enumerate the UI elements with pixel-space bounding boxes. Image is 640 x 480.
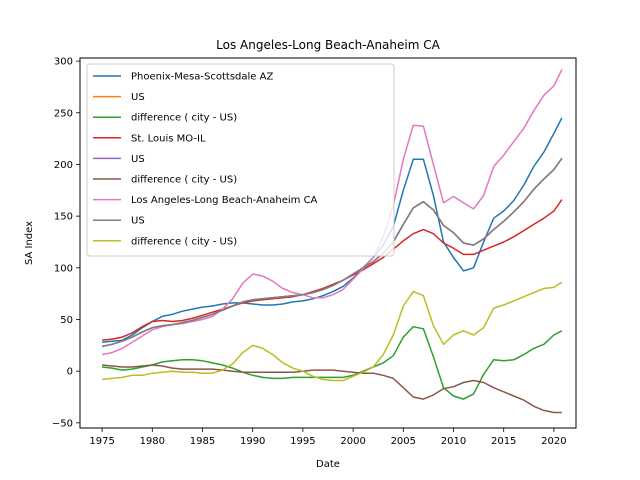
legend-label-4: US <box>131 154 145 165</box>
y-tick-label: −50 <box>52 418 73 429</box>
legend: Phoenix-Mesa-Scottsdale AZ US difference (… <box>86 63 395 257</box>
y-axis: −50 0 50 100 150 200 250 300 <box>52 57 80 429</box>
y-axis-label: SA Index <box>24 221 35 265</box>
y-tick-label: 0 <box>67 367 73 378</box>
y-tick-label: 50 <box>60 315 73 326</box>
x-tick-label: 2015 <box>491 436 516 447</box>
y-tick-label: 150 <box>54 212 73 223</box>
series-line-8 <box>102 281 563 382</box>
plot-frame <box>79 57 577 429</box>
x-axis: 1975 1980 1985 1990 1995 2000 2005 2010 2015 2020 <box>89 428 567 447</box>
plot-lines <box>101 69 563 414</box>
series-line-0 <box>102 117 563 343</box>
x-tick-label: 2005 <box>391 436 416 447</box>
series-line-3 <box>102 199 563 341</box>
x-tick-label: 1975 <box>89 436 114 447</box>
x-tick-label: 1980 <box>140 436 165 447</box>
x-axis-label: Date <box>316 459 340 470</box>
series-line-7 <box>101 157 563 348</box>
legend-label-7: US <box>131 216 145 227</box>
legend-box <box>86 63 395 257</box>
y-tick-label: 250 <box>54 108 73 119</box>
legend-label-0: Phoenix-Mesa-Scottsdale AZ <box>131 72 273 83</box>
legend-label-8: difference ( city - US) <box>131 236 237 247</box>
y-tick-label: 300 <box>54 57 73 68</box>
legend-label-3: St. Louis MO-IL <box>131 133 206 144</box>
x-tick-label: 1995 <box>290 436 315 447</box>
series-line-2 <box>102 325 563 400</box>
chart-title: Los Angeles-Long Beach-Anaheim CA <box>216 38 440 52</box>
legend-label-5: difference ( city - US) <box>131 175 237 186</box>
x-tick-label: 2010 <box>441 436 466 447</box>
series-line-5 <box>102 364 562 414</box>
y-tick-label: 100 <box>54 263 73 274</box>
legend-label-6: Los Angeles-Long Beach-Anaheim CA <box>131 195 318 206</box>
legend-label-2: difference ( city - US) <box>131 113 237 124</box>
legend-label-1: US <box>131 92 145 103</box>
y-tick-label: 200 <box>54 160 73 171</box>
x-tick-label: 1990 <box>240 436 265 447</box>
x-tick-label: 2000 <box>340 436 365 447</box>
x-tick-label: 2020 <box>541 436 566 447</box>
x-tick-label: 1985 <box>190 436 215 447</box>
